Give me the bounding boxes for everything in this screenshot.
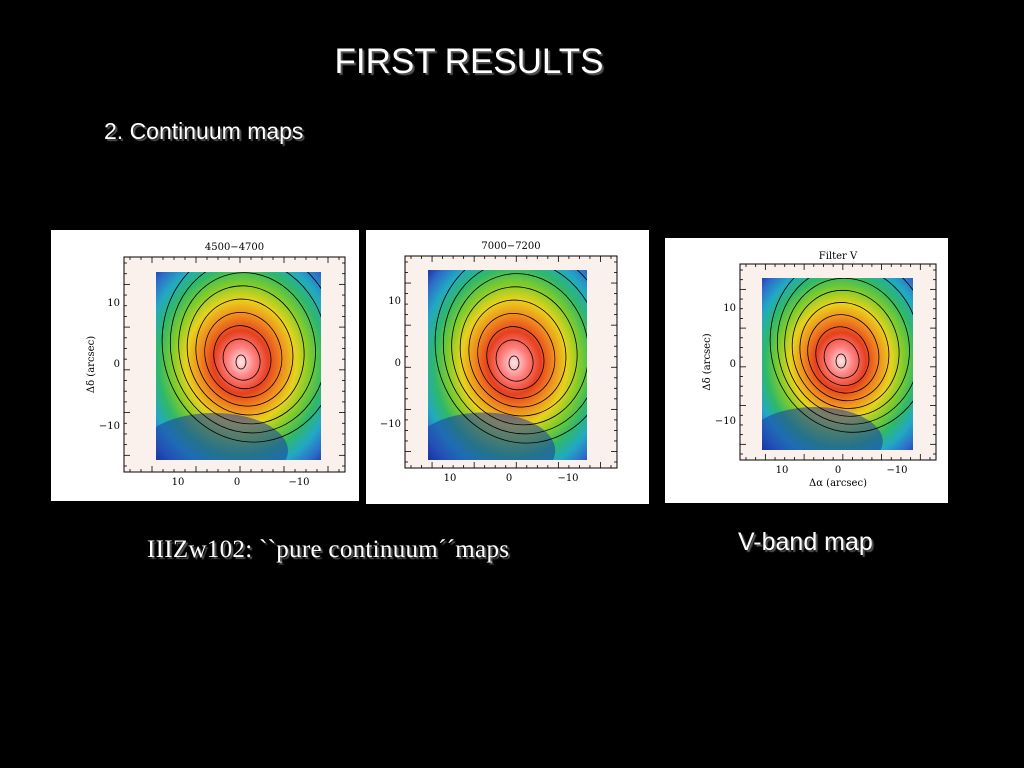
- x-tick-label: 10: [776, 465, 789, 476]
- x-tick-label: 10: [172, 477, 185, 488]
- contour-line: [169, 272, 321, 434]
- contour-line: [178, 272, 316, 425]
- y-tick-label: 0: [395, 358, 401, 369]
- x-tick-label: −10: [886, 465, 907, 476]
- slide-subtitle: 2. Continuum maps: [104, 118, 304, 144]
- contour-line: [791, 289, 900, 409]
- map-title: 4500−4700: [205, 242, 264, 253]
- y-axis-label: Δδ (arcsec): [702, 333, 713, 390]
- x-tick-label: 10: [444, 473, 457, 484]
- contour-line: [459, 286, 578, 417]
- map-title: 7000−7200: [481, 241, 540, 252]
- contour-line: [222, 338, 261, 381]
- contour-line: [807, 314, 880, 394]
- y-tick-label: −10: [99, 421, 120, 432]
- x-tick-label: −10: [557, 473, 578, 484]
- v-band-map: Filter V 10 0 −10 10 0 −10 Δδ (arcsec) Δα (arcse…: [665, 238, 948, 503]
- y-tick-label: 10: [107, 298, 120, 309]
- contour-line: [776, 278, 913, 425]
- y-tick-label: −10: [380, 419, 401, 430]
- x-tick-label: 0: [506, 473, 512, 484]
- caption-pure-continuum: IIIZw102: ``pure continuum´´maps: [147, 536, 510, 563]
- contour-line: [204, 311, 283, 398]
- continuum-colormap: [156, 272, 321, 460]
- contour-line: [495, 339, 534, 382]
- contour-line: [799, 302, 890, 402]
- y-axis-label: Δδ (arcsec): [86, 336, 97, 393]
- caption-v-band: V-band map: [738, 528, 873, 556]
- x-tick-label: 0: [835, 465, 841, 476]
- contour-line: [161, 272, 321, 443]
- map-svg: Filter V 10 0 −10 10 0 −10 Δδ (arcsec) Δα (arcse…: [702, 251, 937, 489]
- contour-line: [442, 270, 587, 435]
- y-tick-label: 0: [730, 359, 736, 370]
- contour-line: [213, 325, 272, 390]
- contour-line: [815, 326, 870, 386]
- continuum-colormap: [428, 270, 587, 460]
- contour-line: [477, 312, 556, 399]
- continuum-colormap: [762, 278, 913, 450]
- contour-line: [468, 299, 567, 408]
- continuum-map-7000-7200: 7000−7200 10 0 −10 10 0 −10: [366, 230, 649, 504]
- map-svg: 7000−7200 10 0 −10 10 0 −10: [380, 241, 618, 484]
- y-tick-label: 10: [388, 296, 401, 307]
- slide-title: FIRST RESULTS: [334, 42, 604, 81]
- map-svg: 4500−4700 10 0 −10 10 0 −10 Δδ (arcsec): [86, 242, 346, 488]
- contour-line: [195, 298, 294, 407]
- x-tick-label: 0: [234, 477, 240, 488]
- continuum-map-4500-4700: 4500−4700 10 0 −10 10 0 −10 Δδ (arcsec): [51, 230, 359, 501]
- contour-line: [784, 278, 910, 417]
- contour-line: [186, 285, 305, 416]
- x-tick-label: −10: [288, 477, 309, 488]
- map-title: Filter V: [819, 251, 858, 262]
- contour-line: [434, 270, 587, 444]
- y-tick-label: 10: [723, 303, 736, 314]
- y-tick-label: 0: [114, 359, 120, 370]
- contour-line: [769, 278, 913, 433]
- contour-line: [451, 273, 587, 426]
- x-axis-label: Δα (arcsec): [809, 478, 867, 489]
- contour-line: [486, 326, 545, 391]
- contour-line: [823, 338, 860, 379]
- y-tick-label: −10: [715, 416, 736, 427]
